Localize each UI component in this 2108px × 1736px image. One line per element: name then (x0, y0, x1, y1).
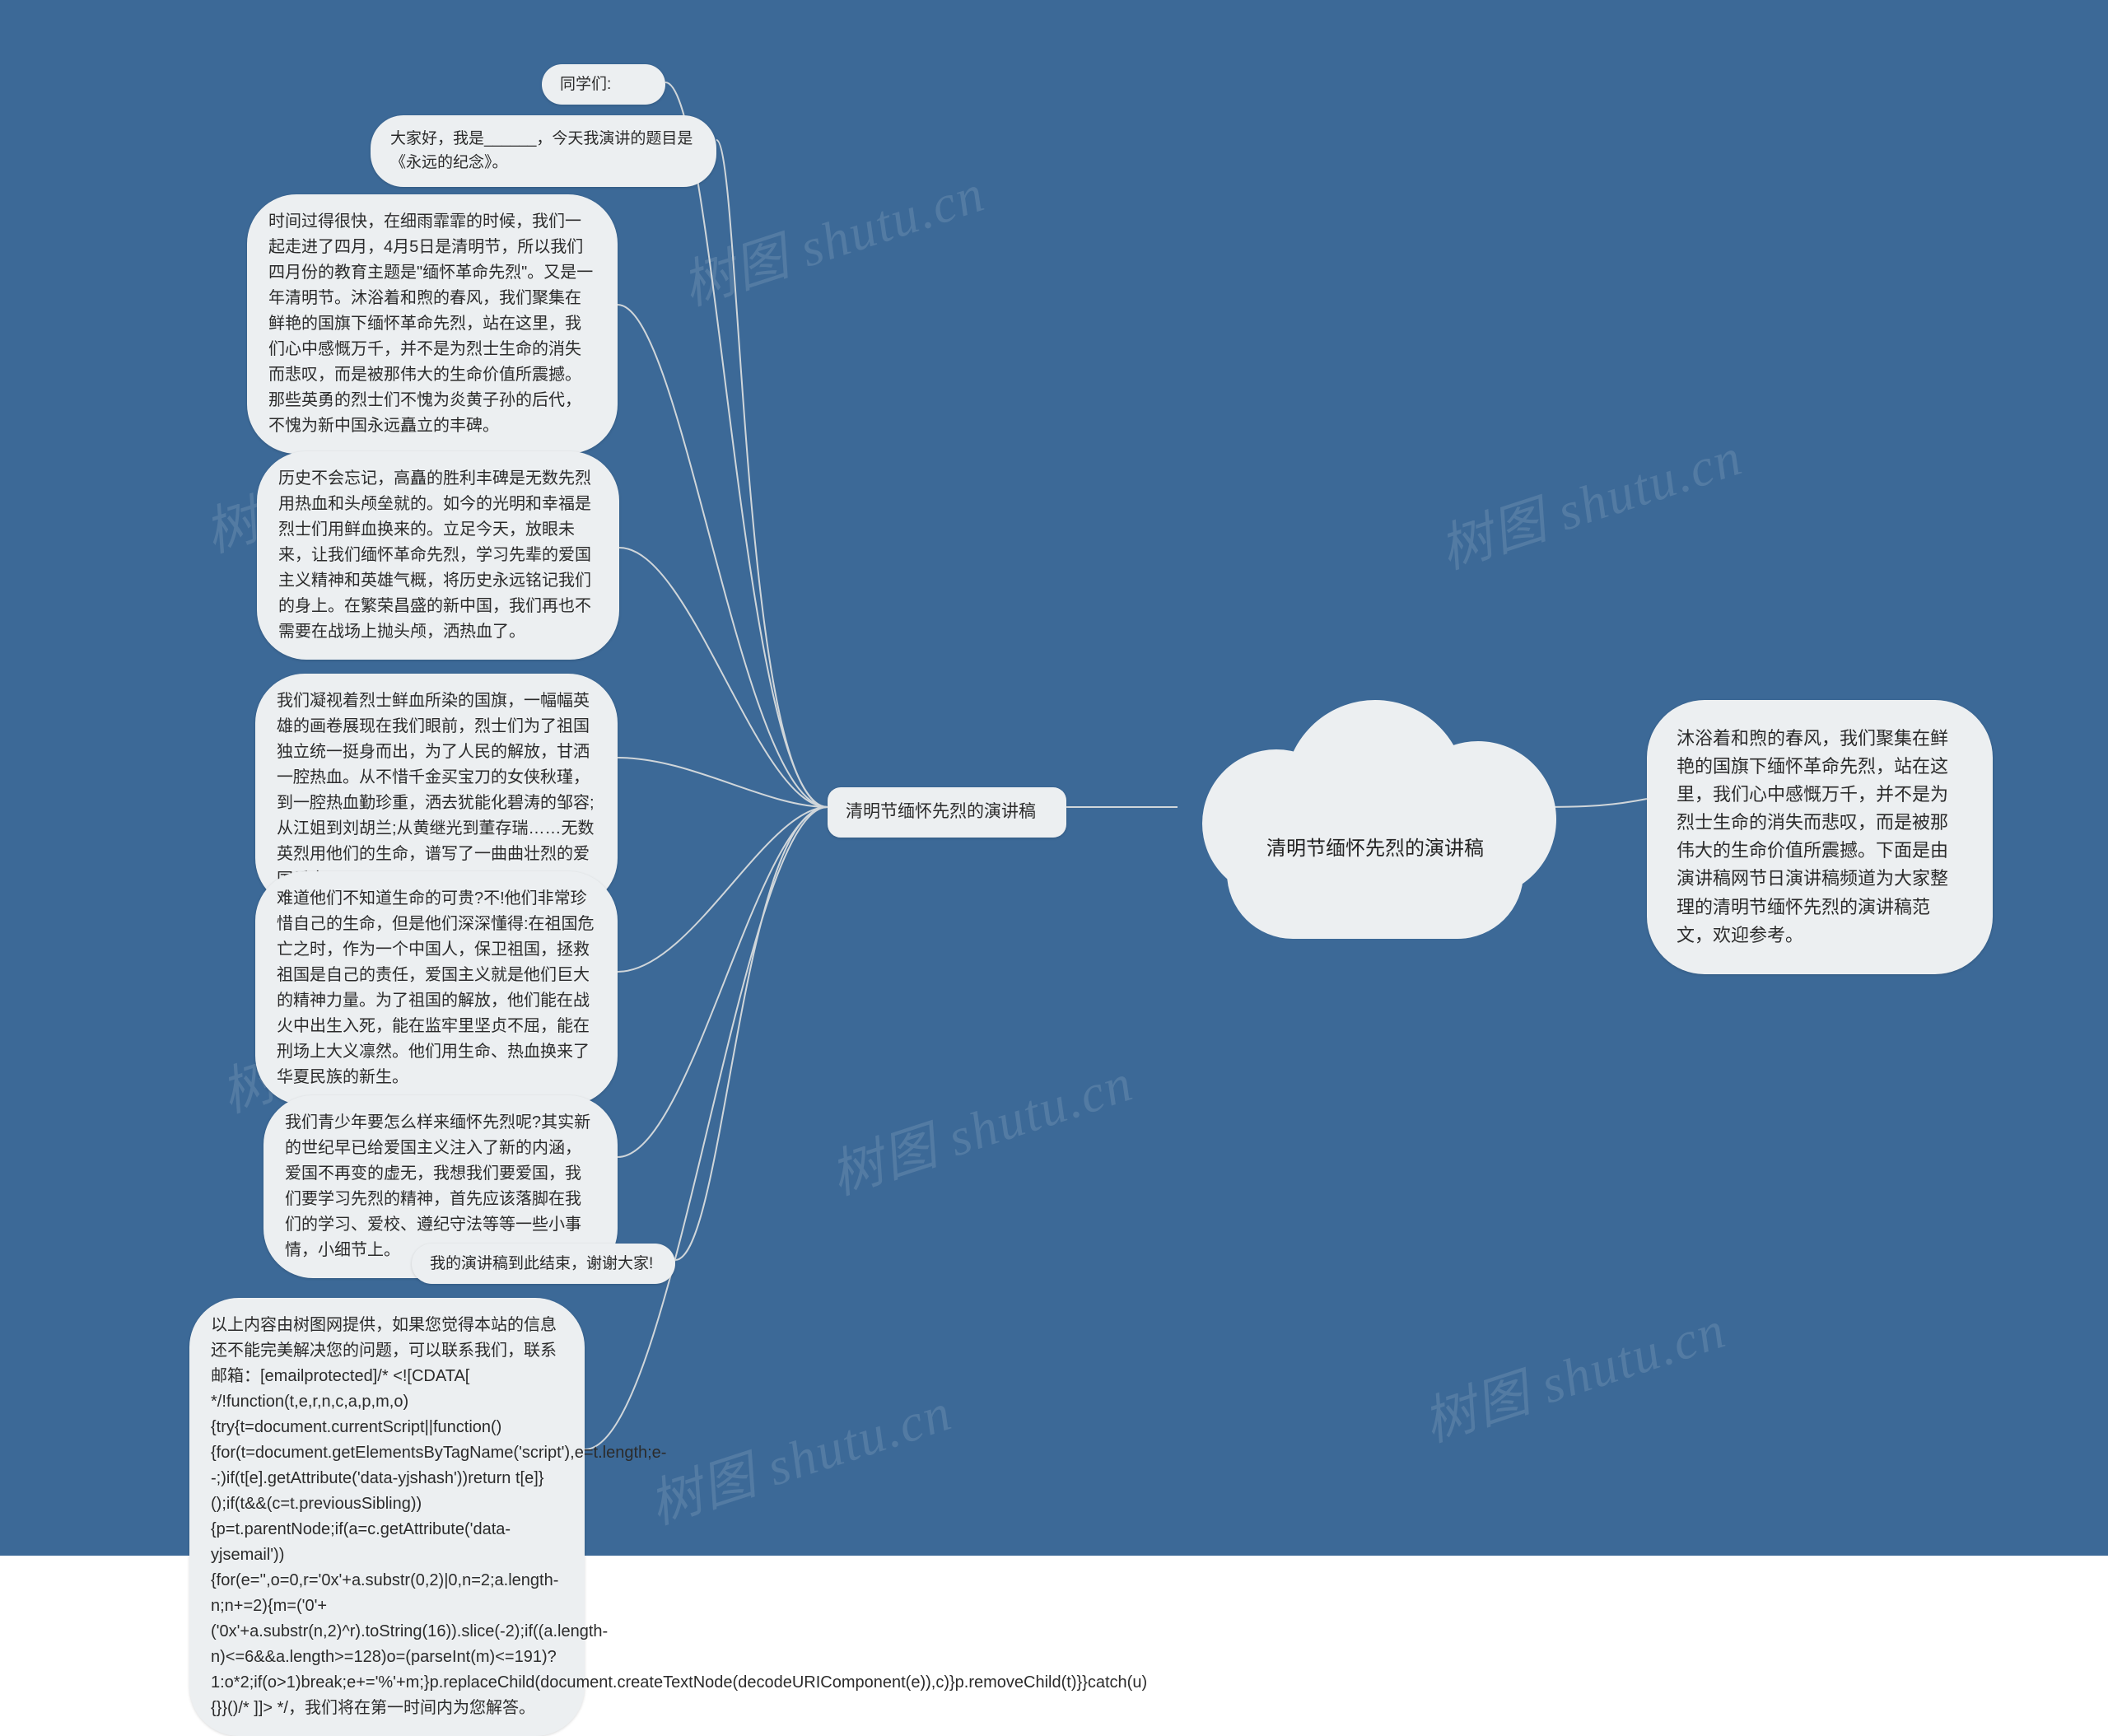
connector (618, 305, 828, 807)
leaf-node: 历史不会忘记，高矗的胜利丰碑是无数先烈用热血和头颅垒就的。如今的光明和幸福是烈士… (257, 451, 619, 660)
watermark-text: 树图 shutu.cn (638, 1370, 960, 1538)
watermark-text: 树图 shutu.cn (819, 1040, 1141, 1209)
leaf-node: 我的演讲稿到此结束，谢谢大家! (412, 1244, 675, 1284)
leaf-text: 时间过得很快，在细雨霏霏的时候，我们一起走进了四月，4月5日是清明节，所以我们四… (268, 212, 593, 435)
leaf-node: 同学们: (542, 64, 665, 105)
leaf-node: 大家好，我是______，今天我演讲的题目是《永远的纪念》。 (371, 115, 716, 187)
connector (618, 807, 828, 972)
watermark-text: 树图 shutu.cn (671, 151, 993, 320)
summary-text: 沐浴着和煦的春风，我们聚集在鲜艳的国旗下缅怀革命先烈，站在这里，我们心中感慨万千… (1677, 728, 1948, 945)
leaf-text: 以上内容由树图网提供，如果您觉得本站的信息还不能完美解决您的问题，可以联系我们，… (211, 1316, 1147, 1717)
central-title: 清明节缅怀先烈的演讲稿 (1243, 832, 1507, 861)
connector (675, 807, 828, 1260)
connector (618, 758, 828, 807)
summary-node: 沐浴着和煦的春风，我们聚集在鲜艳的国旗下缅怀革命先烈，站在这里，我们心中感慨万千… (1647, 700, 1993, 974)
hub-label: 清明节缅怀先烈的演讲稿 (846, 802, 1036, 821)
leaf-text: 我们凝视着烈士鲜血所染的国旗，一幅幅英雄的画卷展现在我们眼前，烈士们为了祖国独立… (277, 692, 595, 889)
cloud-bump (1227, 807, 1523, 939)
leaf-node: 难道他们不知道生命的可贵?不!他们非常珍惜自己的生命，但是他们深深懂得:在祖国危… (255, 871, 618, 1105)
mindmap-canvas: 清明节缅怀先烈的演讲稿 清明节缅怀先烈的演讲稿 沐浴着和煦的春风，我们聚集在鲜艳… (0, 0, 2108, 1556)
topic-hub: 清明节缅怀先烈的演讲稿 (828, 787, 1066, 838)
connector (619, 548, 828, 807)
leaf-text: 大家好，我是______，今天我演讲的题目是《永远的纪念》。 (390, 130, 693, 171)
connector (618, 807, 828, 1157)
central-cloud-node: 清明节缅怀先烈的演讲稿 (1169, 692, 1548, 922)
leaf-text: 同学们: (560, 76, 611, 93)
connector (716, 140, 828, 807)
leaf-node: 时间过得很快，在细雨霏霏的时候，我们一起走进了四月，4月5日是清明节，所以我们四… (247, 194, 618, 454)
connector (585, 807, 828, 1449)
connector (665, 82, 828, 807)
leaf-text: 难道他们不知道生命的可贵?不!他们非常珍惜自己的生命，但是他们深深懂得:在祖国危… (277, 889, 595, 1086)
connector (1540, 799, 1647, 807)
watermark-text: 树图 shutu.cn (1429, 414, 1751, 583)
leaf-node: 以上内容由树图网提供，如果您觉得本站的信息还不能完美解决您的问题，可以联系我们，… (189, 1298, 585, 1736)
leaf-text: 历史不会忘记，高矗的胜利丰碑是无数先烈用热血和头颅垒就的。如今的光明和幸福是烈士… (278, 469, 591, 641)
leaf-text: 我的演讲稿到此结束，谢谢大家! (430, 1255, 653, 1272)
watermark-text: 树图 shutu.cn (1412, 1287, 1734, 1456)
leaf-text: 我们青少年要怎么样来缅怀先烈呢?其实新的世纪早已给爱国主义注入了新的内涵，爱国不… (285, 1113, 590, 1259)
